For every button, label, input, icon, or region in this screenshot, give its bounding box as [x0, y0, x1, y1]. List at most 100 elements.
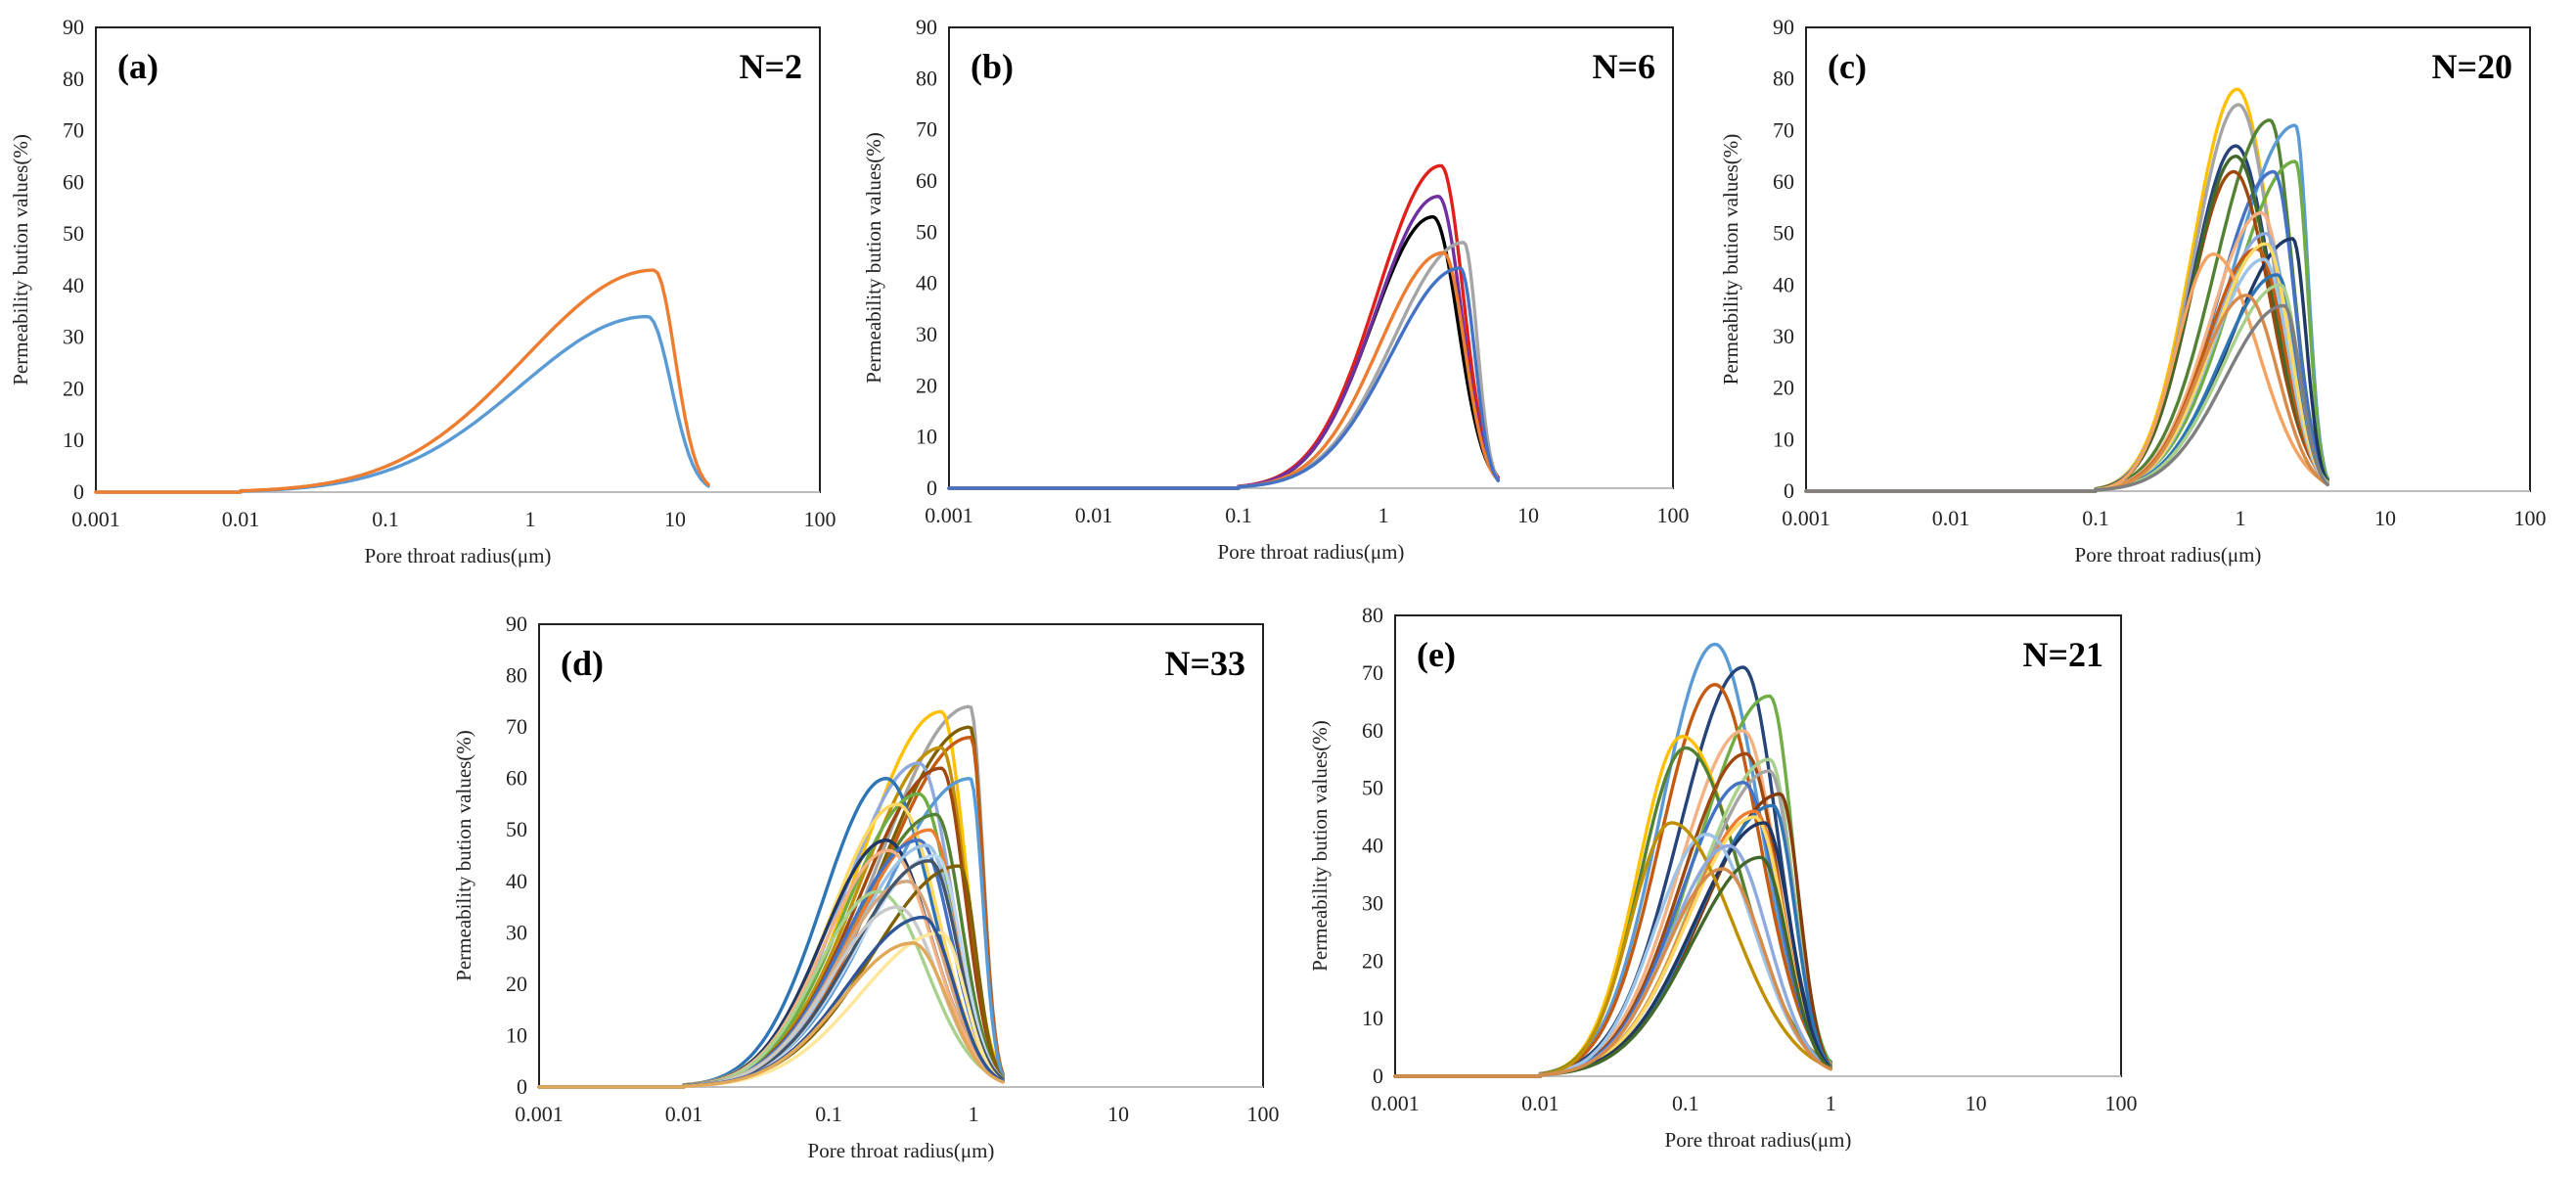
y-axis-title: Permeability bution values(%) [1308, 720, 1332, 972]
x-tick-label: 0.1 [2082, 506, 2109, 530]
y-tick-label: 50 [63, 221, 84, 246]
series-line-s1 [947, 214, 1500, 490]
series-line-s1 [94, 314, 710, 494]
x-tick-label: 0.01 [222, 507, 260, 531]
y-tick-label: 50 [1773, 221, 1794, 246]
x-tick-label: 0.1 [372, 507, 399, 531]
series-line-s2 [94, 268, 710, 494]
y-tick-label: 50 [506, 817, 527, 841]
series-line-s14 [1804, 252, 2329, 493]
series-line-s6 [947, 266, 1500, 490]
x-tick-label: 10 [1517, 503, 1539, 527]
series-line-s17 [1804, 273, 2329, 493]
sample-count-label: N=21 [2022, 635, 2103, 674]
x-tick-label: 100 [804, 507, 836, 531]
chart-panel-b: 0 10 20 30 40 50 60 70 80 90 0.001 0.01 0.1 1 10 100 Por… [862, 15, 1690, 564]
y-tick-label: 40 [63, 273, 84, 297]
y-tick-label: 50 [916, 219, 937, 244]
x-tick-label: 10 [1107, 1102, 1129, 1126]
series-line-s21 [1393, 867, 1832, 1078]
plot-frame [1805, 26, 2531, 492]
x-tick-label: 0.001 [515, 1102, 564, 1126]
sample-count-label: N=20 [2431, 47, 2512, 86]
x-tick-label: 1 [2236, 506, 2246, 530]
series-line-s18 [1393, 821, 1832, 1078]
x-tick-label: 1 [969, 1102, 979, 1126]
y-tick-label: 20 [63, 376, 84, 400]
x-tick-label: 10 [664, 507, 686, 531]
panel-label: (e) [1417, 635, 1456, 674]
x-tick-label: 0.001 [1782, 506, 1830, 530]
y-tick-label: 40 [916, 271, 937, 295]
y-axis-title: Permeability bution values(%) [9, 134, 32, 385]
x-tick-label: 0.01 [1521, 1091, 1559, 1115]
x-axis-title: Pore throat radius(μm) [808, 1139, 995, 1162]
y-tick-label: 70 [506, 714, 527, 739]
y-tick-label: 80 [1773, 67, 1794, 91]
x-tick-label: 1 [525, 507, 536, 531]
series-line-s20 [1804, 303, 2329, 493]
y-axis-title: Permeability bution values(%) [1719, 134, 1742, 385]
y-tick-label: 60 [1362, 718, 1383, 743]
y-axis-title: Permeability bution values(%) [862, 132, 885, 384]
y-tick-label: 40 [506, 869, 527, 893]
y-tick-label: 40 [1362, 834, 1383, 858]
y-tick-label: 70 [916, 117, 937, 142]
series-line-s18 [1804, 283, 2329, 493]
x-tick-label: 100 [1247, 1102, 1280, 1126]
plot-frame [1394, 614, 2122, 1077]
y-tick-label: 0 [1784, 478, 1794, 503]
series-line-s4 [1804, 118, 2329, 493]
y-tick-label: 30 [1362, 890, 1383, 915]
x-tick-label: 1 [1826, 1091, 1836, 1115]
x-tick-label: 0.001 [925, 503, 973, 527]
series-line-s16 [1804, 242, 2329, 493]
y-tick-label: 70 [63, 118, 84, 143]
y-tick-label: 60 [63, 169, 84, 194]
x-tick-label: 0.001 [1371, 1091, 1420, 1115]
y-tick-label: 50 [1362, 776, 1383, 800]
sample-count-label: N=2 [739, 47, 802, 86]
y-tick-label: 10 [63, 428, 84, 452]
y-tick-label: 70 [1773, 117, 1794, 142]
y-tick-label: 80 [1362, 603, 1383, 627]
y-axis-title: Permeability bution values(%) [452, 730, 475, 981]
y-tick-label: 90 [1773, 15, 1794, 39]
series-line-s19 [1804, 294, 2329, 493]
sample-count-label: N=6 [1592, 47, 1655, 86]
y-tick-label: 60 [1773, 169, 1794, 194]
x-axis-title: Pore throat radius(μm) [2075, 543, 2262, 566]
y-tick-label: 90 [916, 15, 937, 39]
y-tick-label: 80 [916, 66, 937, 90]
series-line-s4 [947, 241, 1500, 490]
series-line-s26 [537, 941, 1005, 1089]
y-tick-label: 90 [63, 15, 84, 39]
chart-panel-a: 0 10 20 30 40 50 60 70 80 90 0.001 0.01 0.1 1 10 100 Por… [9, 15, 836, 567]
y-tick-label: 80 [63, 67, 84, 91]
y-tick-label: 90 [506, 612, 527, 636]
x-axis-title: Pore throat radius(μm) [365, 544, 552, 567]
x-tick-label: 0.01 [665, 1102, 703, 1126]
y-tick-label: 20 [1362, 948, 1383, 973]
y-tick-label: 60 [916, 168, 937, 193]
x-axis-title: Pore throat radius(μm) [1218, 540, 1405, 564]
y-tick-label: 0 [517, 1074, 527, 1099]
y-tick-label: 30 [63, 325, 84, 349]
x-tick-label: 100 [1657, 503, 1690, 527]
y-tick-label: 10 [506, 1022, 527, 1047]
panel-label: (a) [117, 47, 158, 86]
series-line-s20 [537, 889, 1005, 1089]
chart-panel-e: 0 10 20 30 40 50 60 70 80 0.001 0.01 0.1 1 10 100 Pore … [1308, 603, 2138, 1152]
y-tick-label: 40 [1773, 272, 1794, 296]
series-line-s3 [1393, 683, 1832, 1078]
y-tick-label: 20 [1773, 376, 1794, 400]
panel-label: (d) [561, 644, 604, 683]
series-line-s5 [947, 250, 1500, 490]
x-tick-label: 0.1 [1672, 1091, 1699, 1115]
y-tick-label: 0 [1373, 1064, 1383, 1088]
y-tick-label: 60 [506, 766, 527, 791]
y-tick-label: 20 [916, 373, 937, 397]
y-tick-label: 70 [1362, 660, 1383, 685]
y-tick-label: 30 [916, 322, 937, 346]
x-tick-label: 0.1 [815, 1102, 842, 1126]
